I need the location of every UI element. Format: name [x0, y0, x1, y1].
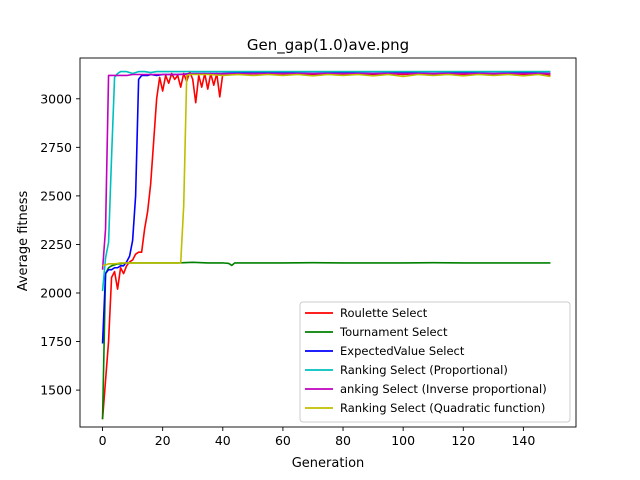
- chart-title: Gen_gap(1.0)ave.png: [247, 36, 409, 55]
- legend-label-3: ExpectedValue Select: [340, 344, 465, 358]
- y-tick-label: 2500: [40, 188, 72, 203]
- y-tick-label: 2250: [40, 237, 72, 252]
- x-tick-label: 120: [451, 433, 475, 448]
- x-tick-label: 0: [99, 433, 107, 448]
- y-tick-label: 3000: [40, 91, 72, 106]
- legend-label-2: Tournament Select: [339, 325, 448, 339]
- y-axis-label: Average fitness: [16, 190, 31, 291]
- plot-lines: [101, 70, 551, 420]
- legend: Roulette Select Tournament Select Expected…: [299, 301, 571, 423]
- y-tick-label: 2750: [40, 140, 72, 155]
- plot-frame: [79, 57, 577, 428]
- series-line-6: [102, 73, 551, 267]
- legend-box: [299, 301, 571, 423]
- y-tick-label: 1750: [40, 334, 72, 349]
- y-tick-label: 1500: [40, 383, 72, 398]
- y-tick-label: 2000: [40, 285, 72, 300]
- legend-label-6: Ranking Select (Quadratic function): [340, 401, 545, 415]
- x-tick-label: 60: [275, 433, 291, 448]
- x-tick-label: 80: [335, 433, 351, 448]
- x-tick-label: 100: [391, 433, 415, 448]
- x-tick-label: 20: [155, 433, 171, 448]
- x-tick-label: 140: [511, 433, 535, 448]
- legend-label-5: anking Select (Inverse proportional): [340, 382, 547, 396]
- x-tick-label: 40: [215, 433, 231, 448]
- x-axis-label: Generation: [292, 456, 365, 471]
- legend-label-1: Roulette Select: [340, 306, 428, 320]
- legend-label-4: Ranking Select (Proportional): [340, 363, 508, 377]
- axes: 0 20 40 60 80 100 120 140 1500 1750 2000 2250 2500 27…: [40, 57, 577, 448]
